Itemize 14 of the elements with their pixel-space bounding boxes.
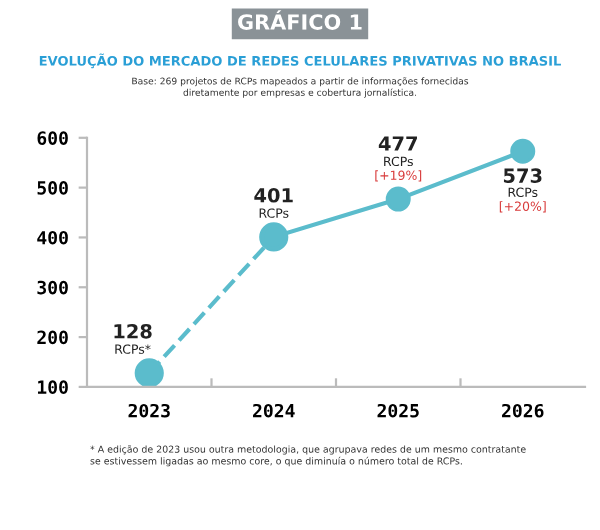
point [510, 138, 536, 164]
y-tick-label: 200 [37, 330, 68, 345]
y-tick-label: 600 [37, 131, 68, 145]
y-tick-label: 500 [37, 181, 68, 195]
y-tick-label: 300 [37, 280, 68, 295]
point [385, 186, 411, 212]
y-tick-label: 400 [37, 230, 68, 245]
x-tick-label: 2023 [128, 403, 170, 418]
y-tick-label: 100 [37, 380, 68, 395]
x-tick-label: 2026 [502, 403, 544, 418]
x-tick-label: 2024 [253, 403, 295, 418]
text: GRÁFICO 1 [238, 10, 362, 30]
x-tick-label: 2025 [377, 403, 419, 418]
point [134, 358, 164, 387]
